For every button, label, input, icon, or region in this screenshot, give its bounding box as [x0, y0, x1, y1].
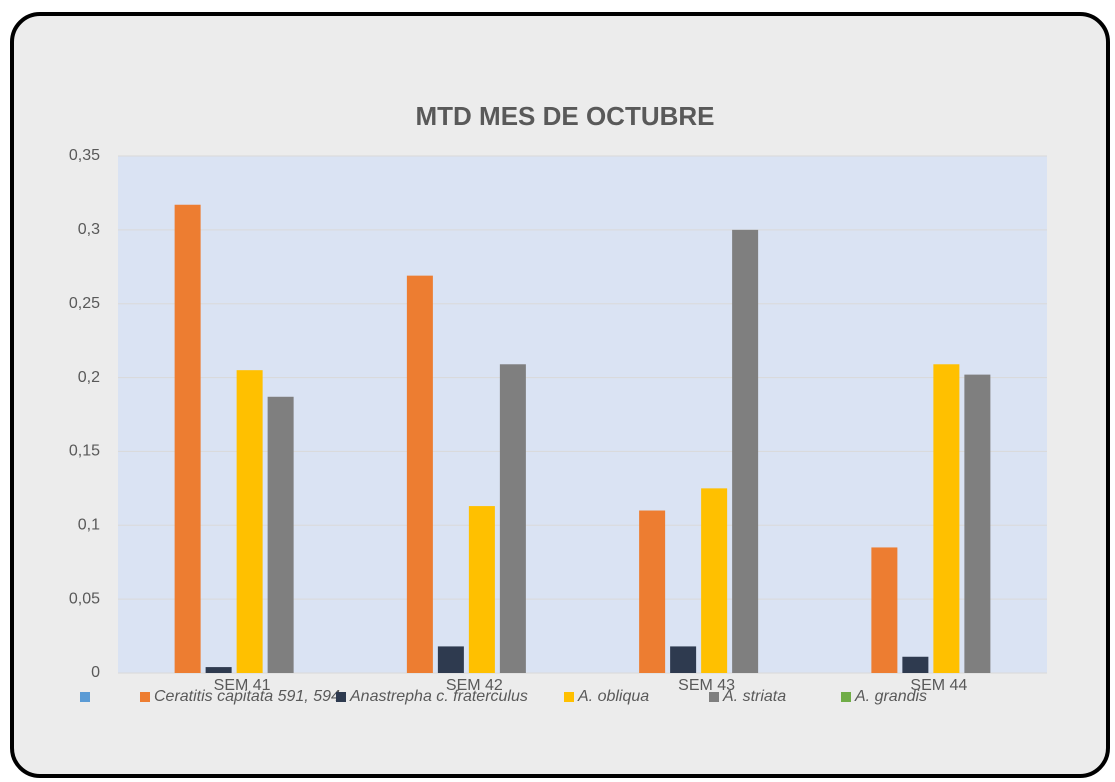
legend-swatch [709, 692, 719, 702]
chart-title: MTD MES DE OCTUBRE [416, 101, 715, 131]
y-tick-label: 0,05 [69, 590, 100, 607]
y-tick-label: 0,15 [69, 443, 100, 460]
bar [406, 275, 433, 673]
y-tick-label: 0,1 [78, 517, 100, 534]
bar [902, 656, 929, 673]
legend-swatch [564, 692, 574, 702]
bar [871, 547, 898, 673]
legend-swatch [336, 692, 346, 702]
legend-swatch [841, 692, 851, 702]
legend-swatch [80, 692, 90, 702]
bar [732, 229, 759, 673]
legend-label: A. grandis [854, 688, 927, 705]
bar [964, 374, 991, 673]
bar [468, 506, 495, 673]
bar [499, 364, 526, 673]
y-tick-label: 0,25 [69, 295, 100, 312]
legend-label: Ceratitis capitata 591, 594 [154, 688, 340, 705]
bar [205, 667, 232, 673]
bar [933, 364, 960, 673]
x-tick-label: SEM 44 [910, 677, 967, 694]
bar [670, 646, 697, 673]
y-tick-label: 0,2 [78, 369, 100, 386]
x-tick-label: SEM 42 [446, 677, 503, 694]
x-tick-label: SEM 41 [214, 677, 271, 694]
bar [174, 204, 201, 673]
legend-swatch [140, 692, 150, 702]
y-tick-label: 0,3 [78, 221, 100, 238]
legend-label: Anastrepha c. fraterculus [349, 688, 528, 705]
bar [236, 370, 263, 673]
bar [701, 488, 728, 673]
legend-label: A. striata [722, 688, 786, 705]
bar [267, 396, 294, 673]
x-tick-label: SEM 43 [678, 677, 735, 694]
bar [437, 646, 464, 673]
legend-label: A. obliqua [577, 688, 649, 705]
y-tick-label: 0,35 [69, 147, 100, 164]
y-tick-label: 0 [91, 664, 100, 681]
bar [639, 510, 666, 673]
